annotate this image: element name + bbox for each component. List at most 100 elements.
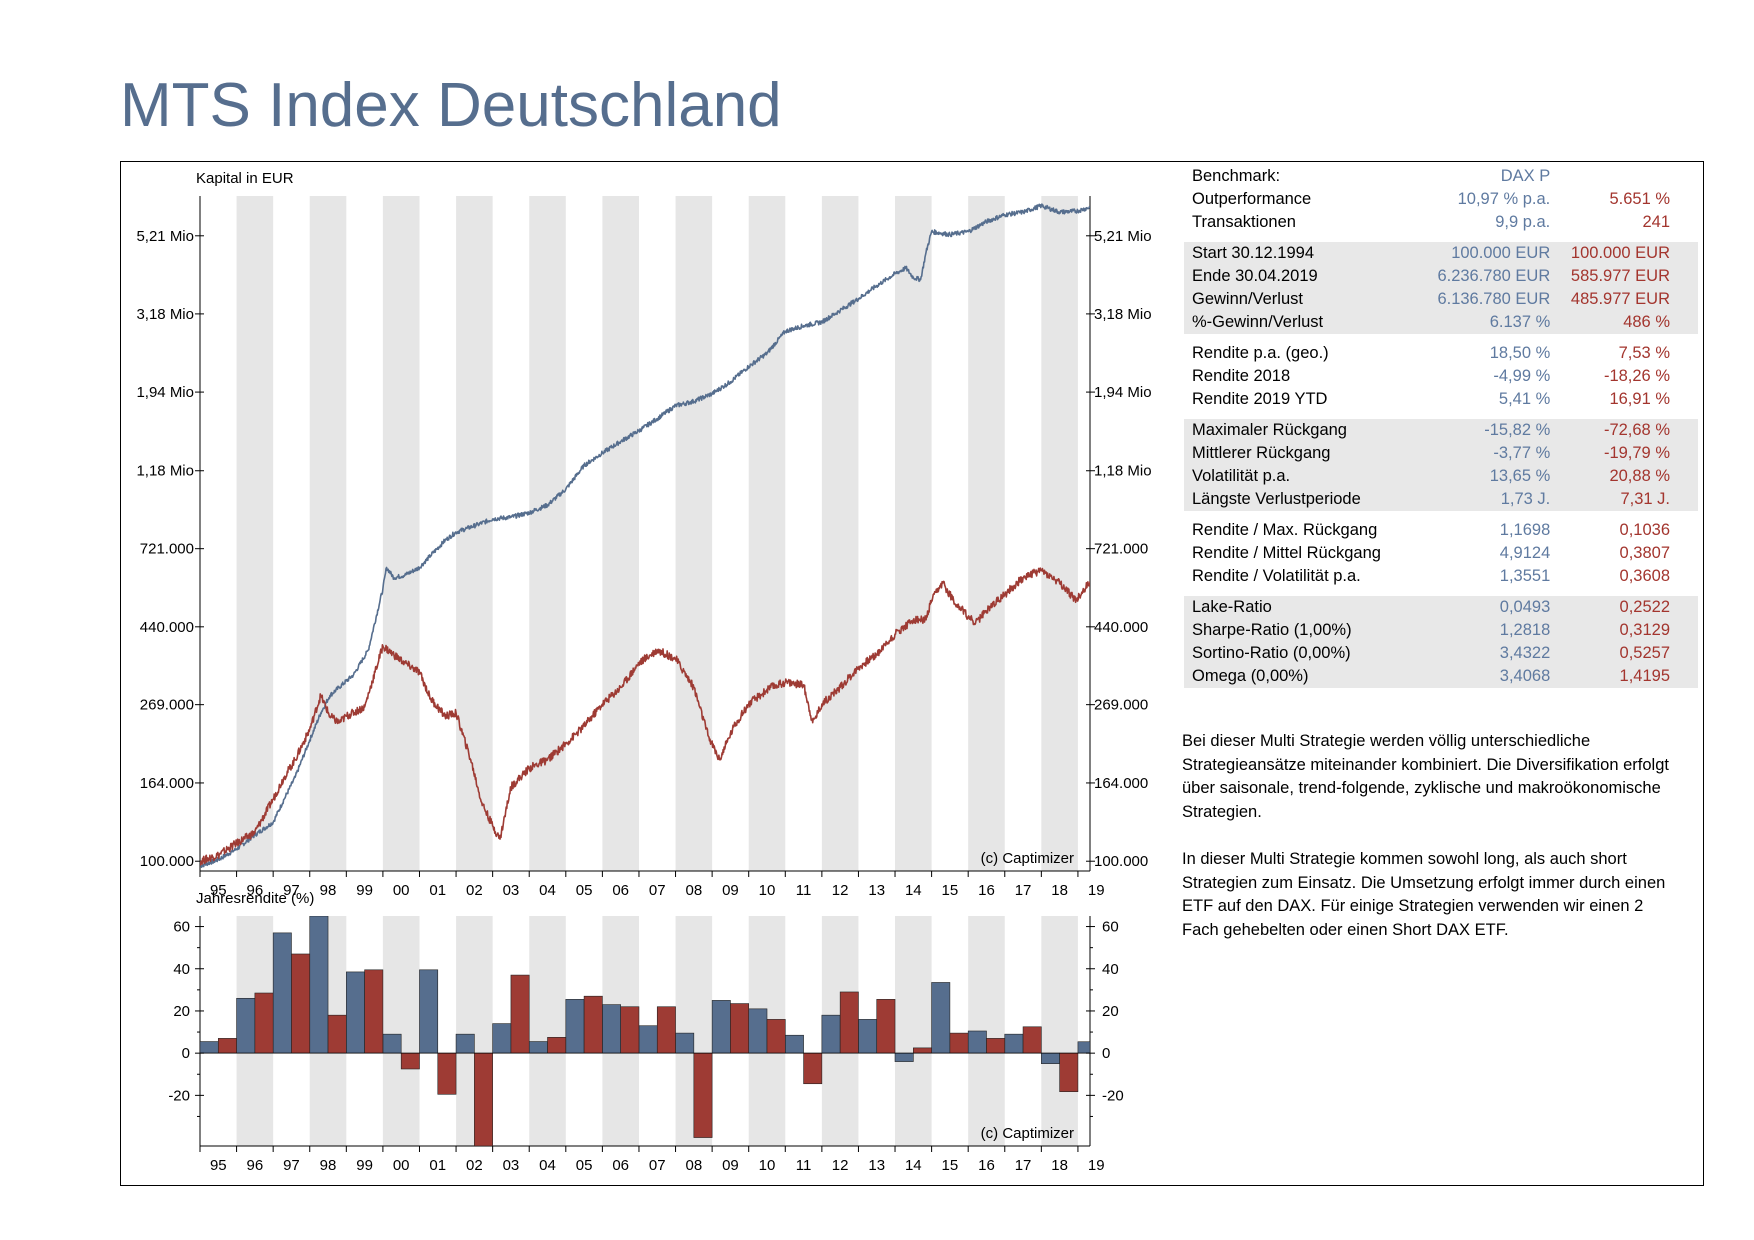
stats-row-strategy: 3,4068: [1419, 665, 1551, 688]
benchmark-bar: [986, 1038, 1006, 1054]
year-band: [236, 196, 274, 871]
stats-row: Mittlerer Rückgang -3,77 % -19,79 %: [1184, 442, 1698, 465]
stats-row-benchmark: 485.977 EUR: [1550, 288, 1698, 311]
y-tick-label: 1,94 Mio: [136, 384, 194, 401]
x-tick-label: 00: [393, 1157, 410, 1174]
x-tick-label: 98: [320, 1157, 337, 1174]
strategy-bar: [200, 1041, 219, 1054]
strategy-bar: [602, 1004, 621, 1054]
y-tick-label: 0: [1102, 1045, 1110, 1062]
stats-row-benchmark: 0,3608: [1619, 567, 1670, 585]
x-tick-label: 19: [1088, 1157, 1105, 1174]
y-tick-label: 100.000: [1094, 853, 1148, 870]
stats-spacer: [1184, 511, 1698, 519]
stats-header-row-label: Benchmark:: [1192, 167, 1281, 185]
x-tick-label: 17: [1015, 882, 1032, 899]
y-tick-label: 5,21 Mio: [136, 228, 194, 245]
x-tick-label: 15: [942, 1157, 959, 1174]
strategy-bar: [346, 971, 365, 1054]
stats-spacer: [1184, 334, 1698, 342]
stats-row-label: %-Gewinn/Verlust: [1184, 311, 1420, 334]
strategy-bar: [309, 916, 329, 1054]
x-tick-label: 95: [210, 1157, 227, 1174]
year-band: [895, 196, 932, 871]
stats-row: Rendite / Mittel Rückgang 4,9124 0,3807: [1184, 542, 1698, 565]
year-band: [529, 196, 566, 871]
y-tick-label: -20: [168, 1087, 190, 1104]
strategy-bar: [1077, 1041, 1090, 1054]
benchmark-bar: [364, 969, 384, 1054]
x-tick-label: 04: [539, 1157, 556, 1174]
stats-row-benchmark: 7,31 J.: [1550, 488, 1698, 511]
x-tick-label: 11: [796, 882, 812, 899]
stats-row-label: Rendite 2019 YTD: [1192, 390, 1328, 408]
stats-row-benchmark: -72,68 %: [1550, 419, 1698, 442]
x-tick-label: 15: [942, 882, 959, 899]
stats-row-strategy: 0,0493: [1419, 596, 1551, 619]
y-tick-label: -20: [1102, 1087, 1124, 1104]
y-tick-label: 1,94 Mio: [1094, 384, 1152, 401]
stats-row: Start 30.12.1994 100.000 EUR 100.000 EUR: [1184, 242, 1698, 265]
stats-spacer: [1184, 234, 1698, 242]
stats-header-row: Benchmark: DAX P: [1184, 165, 1698, 188]
y-tick-label: 0: [182, 1045, 190, 1062]
benchmark-bar: [510, 974, 530, 1054]
strategy-bar: [528, 1041, 548, 1054]
stats-row-strategy: 3,4322: [1419, 642, 1551, 665]
y-tick-label: 20: [1102, 1003, 1119, 1020]
stats-row-strategy: 18,50 %: [1489, 344, 1551, 362]
y-tick-label: 440.000: [140, 619, 194, 636]
stats-row-benchmark: -18,26 %: [1603, 367, 1670, 385]
stats-header-row-label: Transaktionen: [1192, 213, 1296, 231]
benchmark-bar: [254, 992, 274, 1054]
stats-row-strategy: 1,1698: [1499, 521, 1551, 539]
stats-row-label: Rendite / Max. Rückgang: [1192, 521, 1378, 539]
strategy-bar: [675, 1032, 695, 1054]
benchmark-bar: [839, 991, 859, 1054]
y-tick-label: 40: [1102, 961, 1119, 978]
year-band: [821, 196, 859, 871]
stats-row-benchmark: 16,91 %: [1609, 390, 1670, 408]
benchmark-bar: [291, 953, 311, 1054]
stats-header-row: Transaktionen 9,9 p.a. 241: [1184, 211, 1698, 234]
strategy-bar: [894, 1052, 914, 1062]
benchmark-bar: [620, 1006, 640, 1054]
stats-row-label: Omega (0,00%): [1184, 665, 1420, 688]
strategy-bar: [967, 1030, 987, 1054]
stats-row: Rendite p.a. (geo.) 18,50 % 7,53 %: [1184, 342, 1698, 365]
stats-row-benchmark: -19,79 %: [1550, 442, 1698, 465]
capital-chart: 100.000 100.000 164.000 164.000 269.000 269.0…: [136, 170, 1151, 899]
x-tick-label: 18: [1051, 882, 1068, 899]
stats-header-row-benchmark: [1550, 165, 1698, 188]
stats-header-row-benchmark: 241: [1642, 213, 1670, 231]
y-axis-title: Kapital in EUR: [196, 170, 294, 187]
stats-row-label: Rendite / Mittel Rückgang: [1192, 544, 1381, 562]
y-tick-label: 60: [1102, 919, 1119, 936]
strategy-bar: [236, 997, 256, 1054]
year-band: [895, 916, 932, 1146]
benchmark-bar: [949, 1032, 969, 1054]
x-tick-label: 14: [905, 1157, 922, 1174]
watermark: (c) Captimizer: [981, 850, 1074, 867]
benchmark-bar: [474, 1052, 493, 1146]
x-tick-label: 18: [1051, 1157, 1068, 1174]
description-paragraph-2: In dieser Multi Strategie kommen sowohl …: [1182, 850, 1666, 939]
stats-row: Lake-Ratio 0,0493 0,2522: [1184, 596, 1698, 619]
year-band: [1041, 916, 1078, 1146]
strategy-bar: [565, 999, 585, 1054]
x-tick-label: 10: [759, 882, 776, 899]
page-title: MTS Index Deutschland: [120, 71, 782, 140]
stats-row-label: Maximaler Rückgang: [1184, 419, 1420, 442]
stats-row-benchmark: 1,4195: [1550, 665, 1698, 688]
x-tick-label: 16: [978, 882, 995, 899]
benchmark-bar: [803, 1052, 823, 1085]
benchmark-bar: [730, 1003, 750, 1054]
x-tick-label: 12: [832, 882, 849, 899]
stats-row-label: Lake-Ratio: [1184, 596, 1420, 619]
stats-row-label: Rendite 2018: [1192, 367, 1291, 385]
strategy-bar: [821, 1014, 841, 1054]
x-tick-label: 16: [978, 1157, 995, 1174]
y-axis-title: Jahresrendite (%): [196, 890, 314, 907]
stats-row-strategy: -15,82 %: [1419, 419, 1551, 442]
y-tick-label: 5,21 Mio: [1094, 228, 1152, 245]
